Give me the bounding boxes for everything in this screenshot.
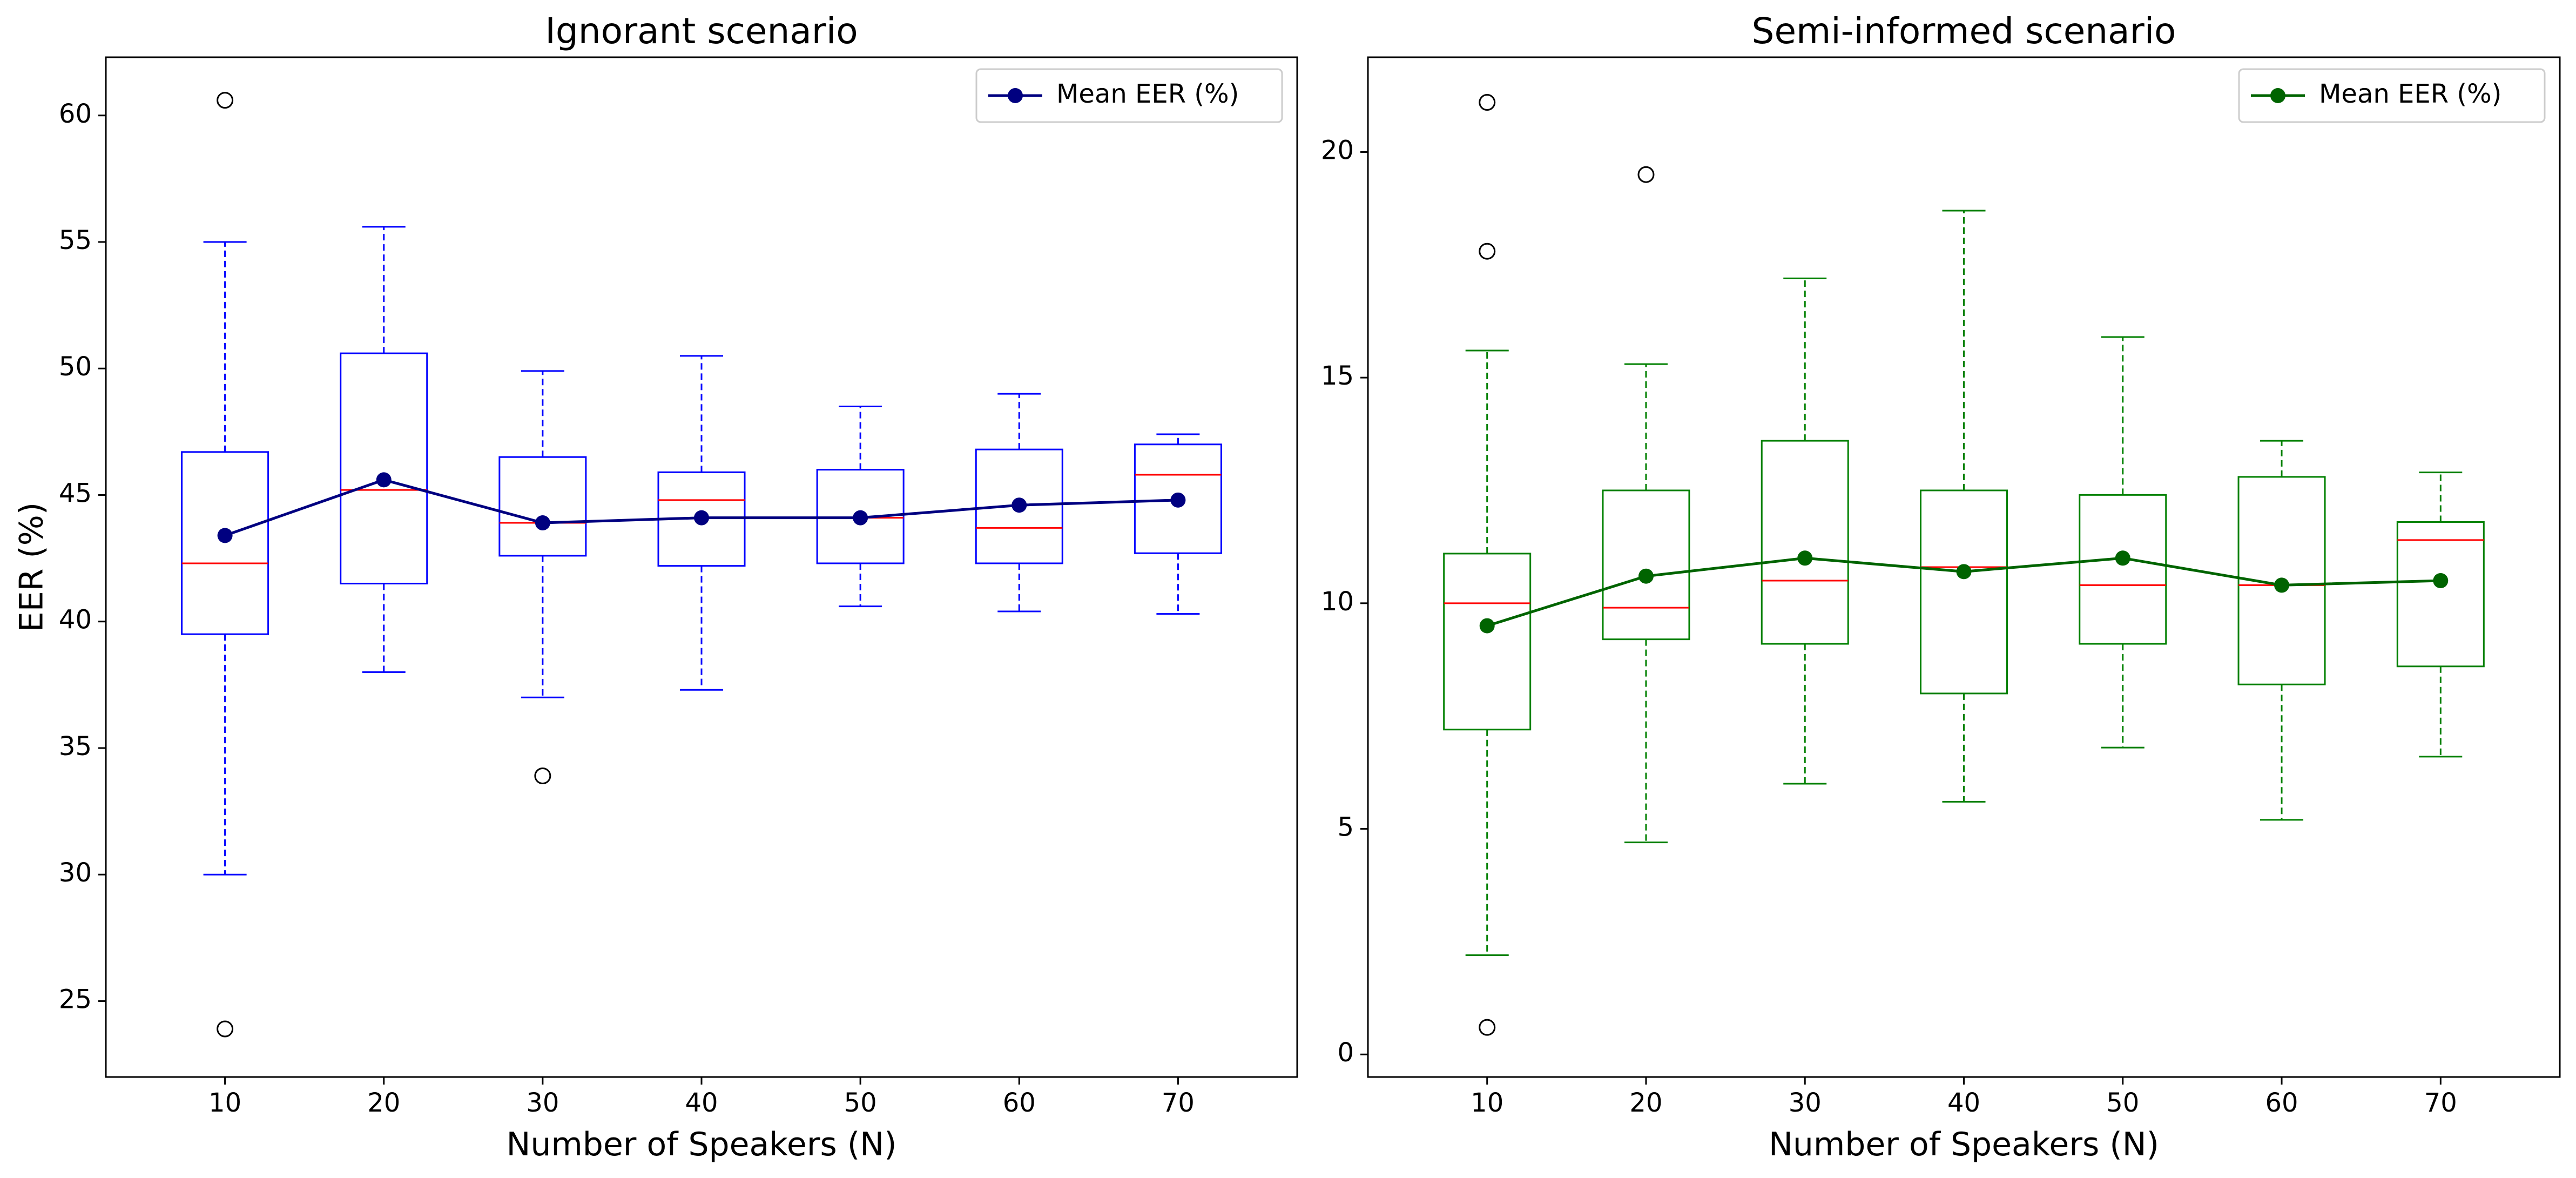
legend-label: Mean EER (%)	[1056, 79, 1239, 109]
y-tick-label: 5	[1337, 812, 1354, 843]
y-tick-label: 30	[59, 858, 92, 888]
box-10	[1443, 94, 1532, 1036]
x-tick-label: 30	[526, 1088, 559, 1118]
iqr-box	[181, 451, 269, 635]
iqr-box	[1761, 440, 1849, 645]
outlier-point	[1479, 243, 1496, 260]
x-tick-label: 20	[367, 1088, 400, 1118]
outlier-point	[217, 1020, 234, 1038]
iqr-box	[1602, 489, 1690, 641]
panel-title: Ignorant scenario	[545, 10, 858, 52]
x-tick-label: 60	[2265, 1088, 2298, 1118]
outlier-point	[1479, 94, 1496, 111]
legend: Mean EER (%)	[2238, 68, 2546, 123]
box-60	[975, 393, 1063, 612]
y-tick-label: 20	[1321, 135, 1354, 165]
panel-2: Semi-informed scenario Number of Speakers…	[1321, 10, 2561, 1163]
mean-point	[535, 515, 550, 531]
mean-point	[376, 472, 392, 488]
iqr-box	[2079, 494, 2167, 645]
mean-point	[1479, 618, 1495, 634]
x-tick-label: 50	[844, 1088, 877, 1118]
x-tick-label: 10	[1471, 1088, 1503, 1118]
iqr-box	[1134, 443, 1222, 554]
box-20	[340, 226, 428, 673]
y-tick-label: 15	[1321, 361, 1354, 391]
mean-point	[1956, 564, 1972, 580]
box-40	[1920, 210, 2008, 803]
legend-box	[2238, 68, 2546, 123]
mean-point	[217, 528, 233, 543]
mean-point	[1797, 550, 1813, 566]
x-tick-label: 10	[208, 1088, 241, 1118]
x-tick-label: 50	[2106, 1088, 2139, 1118]
y-axis-label: EER (%)	[13, 502, 51, 632]
y-tick-label: 0	[1337, 1038, 1354, 1068]
legend-label: Mean EER (%)	[2319, 79, 2501, 109]
x-tick-label: 60	[1003, 1088, 1036, 1118]
x-tick-label: 20	[1629, 1088, 1662, 1118]
y-tick-label: 40	[59, 605, 92, 635]
outlier-point	[217, 92, 234, 109]
iqr-box	[1920, 489, 2008, 695]
outlier-point	[1479, 1019, 1496, 1036]
box-50	[2079, 336, 2167, 749]
box-30	[1761, 277, 1849, 785]
mean-point	[2274, 577, 2290, 593]
y-tick-label: 55	[59, 225, 92, 255]
iqr-box	[975, 448, 1063, 564]
mean-point	[2115, 550, 2130, 566]
box-20	[1602, 166, 1690, 844]
y-tick-label: 45	[59, 478, 92, 508]
iqr-box	[1443, 553, 1532, 731]
outlier-point	[534, 768, 551, 785]
iqr-box	[2396, 521, 2485, 668]
box-60	[2237, 440, 2326, 821]
iqr-box	[498, 456, 587, 557]
legend-marker-swatch	[1008, 88, 1023, 103]
legend-box	[975, 68, 1283, 123]
mean-point	[1011, 497, 1027, 513]
mean-point	[1638, 568, 1654, 584]
box-70	[2396, 472, 2485, 758]
x-axis-label: Number of Speakers (N)	[506, 1126, 896, 1163]
legend: Mean EER (%)	[975, 68, 1283, 123]
legend-marker-swatch	[2270, 88, 2285, 103]
x-axis-label: Number of Speakers (N)	[1769, 1126, 2159, 1163]
box-50	[816, 406, 905, 608]
box-30	[498, 370, 587, 785]
mean-point	[2433, 573, 2449, 589]
mean-point	[1170, 492, 1186, 508]
x-tick-label: 70	[1162, 1088, 1195, 1118]
mean-point	[694, 510, 709, 526]
y-tick-label: 60	[59, 99, 92, 129]
box-70	[1134, 433, 1222, 615]
panel-1: Ignorant scenario Number of Speakers (N) E…	[13, 10, 1298, 1163]
panel-title: Semi-informed scenario	[1752, 10, 2176, 52]
box-10	[181, 92, 269, 1038]
x-tick-label: 40	[1947, 1088, 1980, 1118]
x-tick-label: 30	[1789, 1088, 1822, 1118]
y-tick-label: 25	[59, 984, 92, 1014]
y-tick-label: 35	[59, 731, 92, 762]
x-tick-label: 70	[2424, 1088, 2457, 1118]
x-tick-label: 40	[685, 1088, 718, 1118]
iqr-box	[2237, 476, 2326, 685]
mean-point	[853, 510, 868, 526]
iqr-box	[340, 352, 428, 584]
y-tick-label: 50	[59, 352, 92, 382]
outlier-point	[1637, 166, 1655, 183]
y-tick-label: 10	[1321, 587, 1354, 617]
